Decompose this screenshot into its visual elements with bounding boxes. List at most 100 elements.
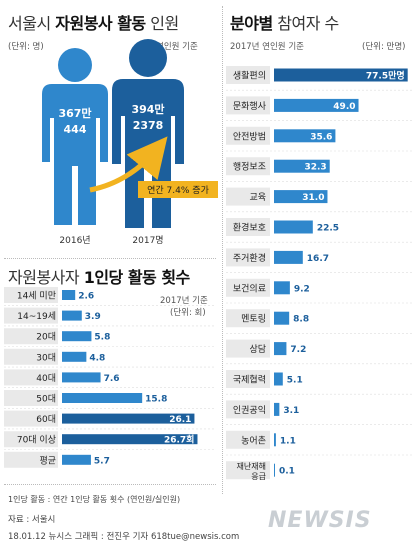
activity-label-box	[4, 451, 58, 468]
activity-category-label: 14세 미만	[17, 291, 56, 302]
field-label-box	[226, 461, 270, 480]
volunteers-pictograph: 367만 444 394만 2378 연간 7.4% 증가 2016년 2017…	[42, 39, 218, 246]
field-bar	[274, 463, 275, 477]
activity-label-box	[4, 328, 58, 345]
field-bar	[274, 250, 303, 264]
volunteers-unit: (단위: 명)	[8, 42, 44, 52]
field-label-box	[226, 187, 270, 206]
source: 자료 : 서울시	[8, 515, 56, 525]
volunteers-title: 서울시 자원봉사 활동 인원	[8, 14, 179, 33]
activity-category-label: 70대 이상	[17, 435, 56, 446]
field-label-box	[226, 66, 270, 84]
credit: 18.01.12 뉴시스 그래픽 : 전진우 기자 618tue@newsis.…	[8, 532, 240, 542]
value-2017-top: 394만	[131, 102, 164, 116]
footnote: 1인당 활동 : 연간 1인당 활동 횟수 (연인원/실인원)	[8, 495, 181, 504]
activity-category-label: 40대	[36, 373, 56, 384]
activity-value-label: 15.8	[145, 395, 167, 405]
activity-bar	[62, 454, 91, 465]
activity-bar	[62, 290, 76, 300]
activity-label-box	[4, 287, 58, 303]
field-category-label: 교육	[249, 192, 266, 203]
field-label-box	[226, 96, 270, 115]
year-label-2016: 2016년	[59, 235, 90, 246]
value-2017-bottom: 2378	[133, 119, 164, 132]
field-label-box	[226, 126, 270, 145]
field-bar	[274, 159, 330, 173]
column-divider	[222, 6, 223, 494]
activity-value-label: 26.1	[169, 415, 191, 425]
activity-label-box	[4, 307, 58, 324]
activity-label-box	[4, 348, 58, 365]
field-value-label: 9.2	[294, 284, 310, 294]
value-2016-bottom: 444	[64, 123, 87, 136]
field-category-label: 멘토링	[241, 313, 266, 325]
activity-bar	[62, 310, 82, 321]
field-category-label: 재난재해	[237, 461, 266, 471]
activity-value-label: 5.8	[94, 333, 110, 343]
activity-bar	[62, 393, 143, 403]
person-2016	[42, 48, 108, 225]
activity-title: 자원봉사자 1인당 활동 횟수	[8, 268, 190, 287]
field-label-box	[226, 370, 270, 388]
activity-label-box	[4, 369, 58, 386]
field-value-label: 1.1	[280, 436, 296, 446]
field-category-label: 문화행사	[233, 100, 267, 112]
year-label-2017: 2017명	[132, 235, 163, 246]
activity-bar	[62, 434, 198, 445]
field-label-box	[226, 248, 270, 267]
field-label-box	[226, 309, 270, 328]
field-bar	[274, 129, 336, 143]
field-value-label: 32.3	[304, 163, 326, 173]
field-category-label: 생활편의	[233, 70, 266, 82]
field-basis: 2017년 연인원 기준	[230, 42, 304, 52]
newsis-logo: NEWSIS	[268, 508, 372, 533]
field-category-label: 보건의료	[233, 283, 266, 294]
footer-divider	[4, 484, 216, 485]
field-bar	[274, 98, 359, 112]
growth-badge	[138, 181, 218, 198]
volunteers-basis: 연인원 기준	[156, 42, 198, 52]
field-value-label: 31.0	[302, 193, 324, 203]
field-bar	[274, 311, 290, 325]
activity-label-box	[4, 410, 58, 427]
field-bar	[274, 342, 287, 356]
field-value-label: 3.1	[283, 406, 299, 416]
field-value-label: 0.1	[279, 467, 295, 477]
field-value-label: 7.2	[290, 345, 306, 355]
activity-value-label: 7.6	[104, 374, 120, 384]
activity-category-label: 20대	[36, 332, 56, 343]
field-category-label: 응급	[251, 472, 266, 481]
field-category-label: 농어촌	[241, 435, 266, 446]
field-category-label: 국제협력	[233, 374, 266, 386]
field-value-label: 35.6	[310, 132, 332, 142]
field-bar	[274, 190, 328, 204]
field-label-box	[226, 400, 270, 419]
field-category-label: 환경보호	[233, 222, 266, 234]
activity-category-label: 평균	[39, 455, 56, 466]
field-title: 분야별 참여자 수	[230, 14, 339, 33]
field-category-label: 안전방범	[233, 131, 266, 142]
field-bar	[274, 281, 290, 295]
field-value-label: 49.0	[333, 102, 355, 112]
field-category-label: 상담	[249, 343, 266, 355]
section-divider	[4, 258, 216, 259]
activity-value-label: 4.8	[89, 353, 105, 363]
activity-value-label: 5.7	[94, 456, 110, 466]
field-bar	[274, 372, 283, 386]
field-bar	[274, 220, 313, 234]
activity-label-box	[4, 431, 58, 448]
field-category-label: 인권공익	[233, 404, 266, 416]
growth-annotation: 연간 7.4% 증가	[147, 185, 209, 196]
activity-bar	[62, 372, 101, 383]
activity-category-label: 60대	[36, 414, 56, 425]
field-value-label: 22.5	[317, 224, 339, 234]
activity-value-label: 3.9	[85, 312, 101, 322]
field-category-label: 주거환경	[233, 252, 266, 264]
field-bar	[274, 402, 280, 416]
field-value-label: 5.1	[287, 376, 303, 386]
field-bar	[274, 433, 276, 447]
field-value-label: 16.7	[307, 254, 329, 264]
field-bar	[274, 68, 408, 82]
activity-bar	[62, 351, 87, 362]
